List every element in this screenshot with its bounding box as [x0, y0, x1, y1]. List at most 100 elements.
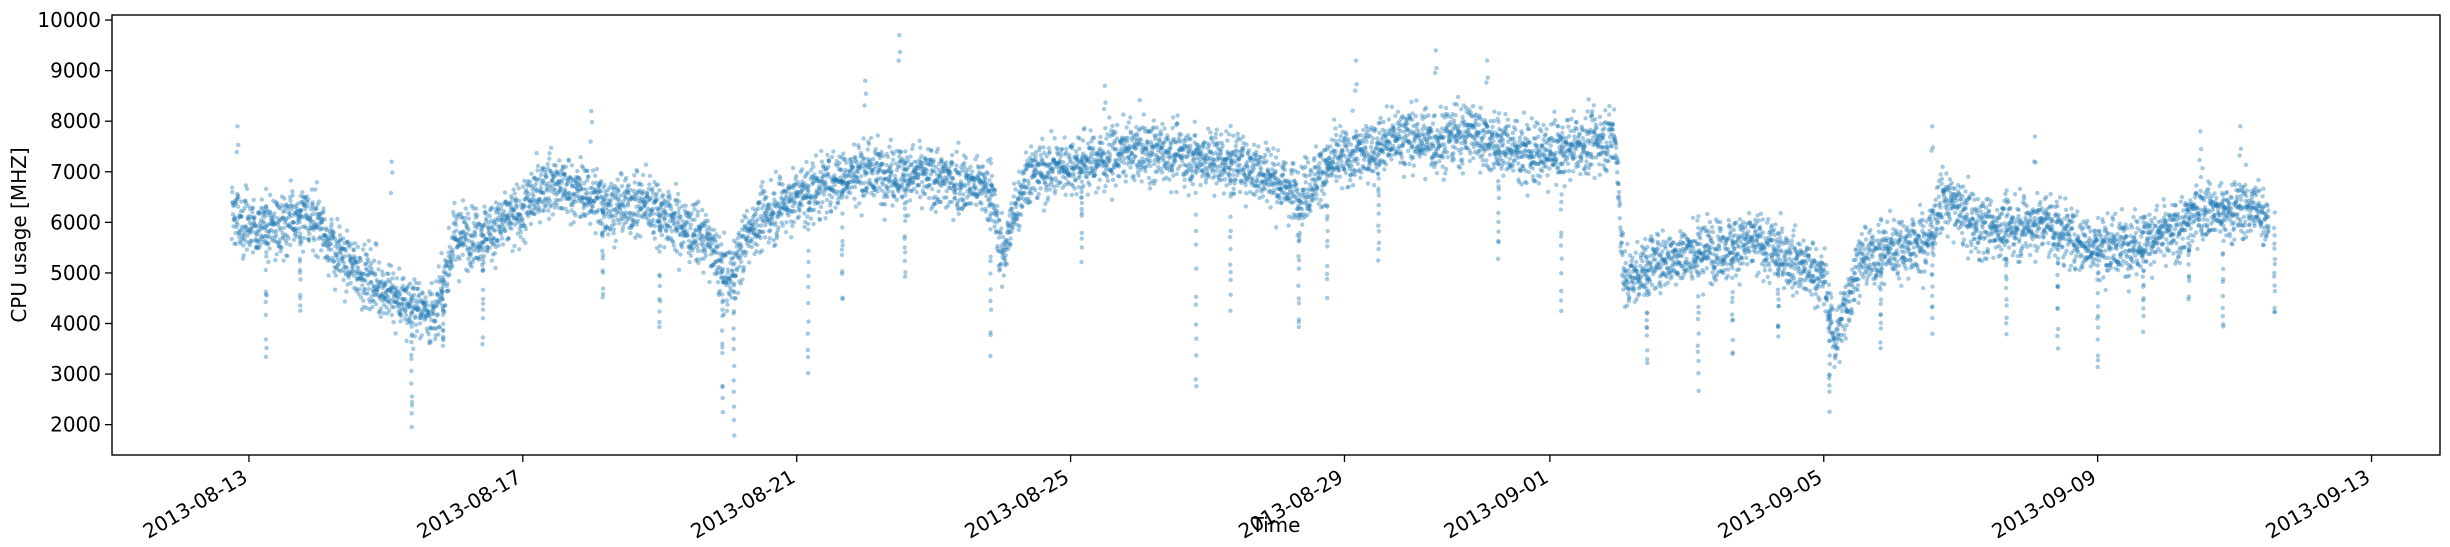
data-point	[274, 229, 279, 234]
data-point	[790, 165, 796, 171]
data-point	[1391, 125, 1397, 130]
data-point	[650, 217, 656, 223]
data-point	[1282, 167, 1288, 172]
data-point	[1117, 174, 1122, 179]
data-point	[639, 182, 644, 188]
data-point	[400, 283, 406, 289]
data-point	[355, 276, 361, 281]
data-point	[444, 289, 449, 294]
data-point	[492, 217, 497, 222]
data-point	[1411, 163, 1417, 168]
data-point	[359, 307, 365, 312]
data-point	[1344, 132, 1349, 137]
data-point	[477, 244, 482, 249]
data-point	[1305, 160, 1311, 165]
data-point	[488, 206, 493, 211]
data-point	[414, 306, 419, 311]
data-point	[254, 232, 259, 238]
data-point	[855, 170, 861, 175]
data-point	[335, 262, 341, 268]
data-point	[283, 202, 289, 207]
data-point	[314, 180, 320, 185]
data-point	[780, 182, 785, 187]
data-point	[454, 237, 459, 243]
data-point	[538, 185, 544, 190]
data-point	[432, 319, 438, 324]
data-point	[353, 259, 358, 264]
data-point	[375, 283, 380, 288]
data-point	[450, 234, 456, 240]
data-point	[487, 227, 492, 233]
data-point	[336, 267, 341, 273]
data-point	[619, 172, 624, 177]
data-point	[485, 225, 491, 230]
data-point	[705, 218, 710, 224]
data-point	[1059, 146, 1065, 152]
data-point	[1159, 170, 1165, 175]
data-point	[1036, 191, 1041, 197]
data-point	[499, 232, 504, 237]
data-point	[329, 221, 334, 227]
data-point	[1350, 183, 1356, 188]
data-point	[277, 240, 282, 245]
data-point	[1110, 123, 1115, 129]
data-point	[1088, 128, 1093, 133]
data-point	[381, 283, 386, 289]
data-point	[466, 238, 472, 243]
data-point	[437, 279, 443, 285]
data-point	[418, 308, 424, 313]
data-point	[962, 160, 967, 166]
data-point	[651, 211, 656, 216]
data-point	[387, 297, 392, 302]
data-point	[1405, 121, 1410, 126]
data-point	[448, 257, 453, 263]
data-point	[599, 178, 604, 184]
data-point	[1336, 143, 1342, 148]
data-point	[369, 261, 374, 266]
data-point	[687, 259, 692, 265]
data-point	[897, 164, 902, 169]
data-point	[1190, 173, 1195, 179]
data-point	[345, 240, 351, 245]
data-point	[239, 227, 244, 233]
data-point	[437, 300, 443, 306]
data-point	[1288, 179, 1293, 184]
data-point	[673, 181, 679, 186]
data-point	[365, 256, 370, 262]
data-point	[341, 277, 346, 283]
data-point	[829, 195, 835, 200]
data-point	[1235, 131, 1240, 137]
data-point	[791, 220, 797, 225]
data-point	[1368, 145, 1374, 150]
data-point	[417, 281, 422, 286]
data-point	[393, 290, 399, 295]
data-point	[354, 277, 360, 282]
data-point	[475, 213, 480, 218]
data-point	[301, 202, 306, 208]
data-point	[1413, 113, 1419, 119]
data-point	[309, 207, 314, 212]
data-point	[317, 215, 322, 220]
data-point	[326, 256, 332, 261]
data-point	[440, 275, 446, 280]
data-point	[258, 210, 263, 215]
data-point	[279, 194, 285, 199]
data-point	[341, 246, 347, 252]
data-point	[340, 267, 346, 272]
data-point	[489, 239, 494, 244]
data-point	[497, 224, 502, 229]
data-point	[357, 270, 363, 275]
data-point	[491, 228, 496, 233]
data-point	[395, 295, 400, 300]
data-point	[1017, 224, 1022, 229]
data-point	[388, 285, 393, 291]
data-point	[365, 259, 371, 264]
data-point	[383, 280, 388, 285]
data-point	[462, 233, 468, 238]
data-point	[871, 193, 877, 198]
data-point	[296, 215, 302, 220]
data-point	[362, 242, 367, 247]
data-point	[1020, 204, 1025, 209]
data-point	[315, 216, 321, 221]
data-point	[464, 267, 469, 272]
